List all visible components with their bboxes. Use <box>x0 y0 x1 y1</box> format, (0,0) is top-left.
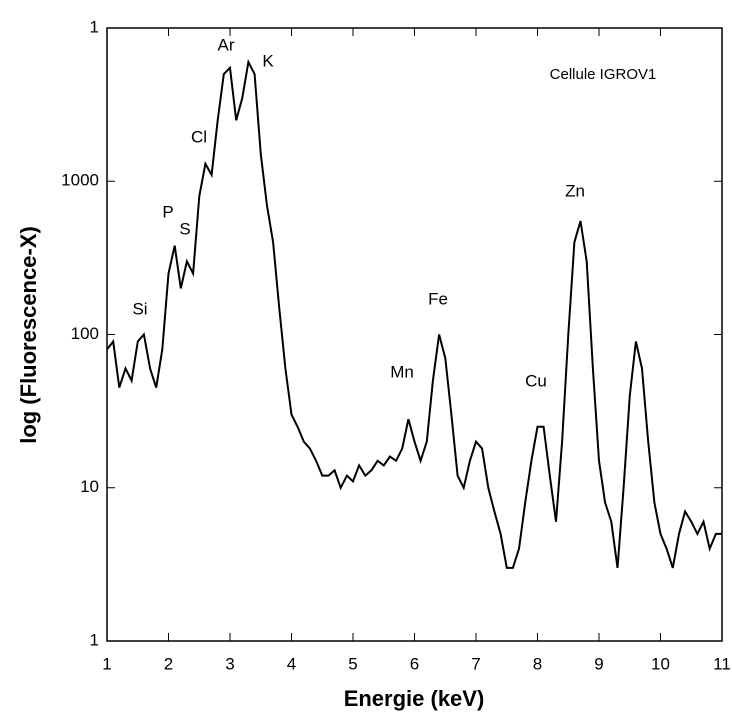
chart-note: Cellule IGROV1 <box>550 66 657 83</box>
y-axis-label: log (Fluorescence-X) <box>16 226 41 444</box>
spectrum-line <box>106 58 722 569</box>
plot-frame <box>106 27 723 642</box>
x-tick-label: 6 <box>410 654 419 673</box>
y-tick-label: 10 <box>80 477 99 496</box>
x-tick-label: 11 <box>713 654 731 673</box>
x-tick-label: 3 <box>225 654 234 673</box>
x-tick-label: 2 <box>164 654 173 673</box>
x-tick-label: 1 <box>102 654 111 673</box>
peak-label: Si <box>132 299 147 318</box>
peak-label: K <box>262 51 274 70</box>
peak-label: Cl <box>191 127 207 146</box>
peak-label: S <box>179 219 190 238</box>
x-tick-label: 4 <box>287 654 296 673</box>
x-tick-label: 5 <box>348 654 357 673</box>
x-tick-label: 10 <box>651 654 670 673</box>
x-tick-label: 8 <box>533 654 542 673</box>
y-tick-label: 100 <box>71 324 99 343</box>
peak-label: Cu <box>525 371 547 390</box>
peak-label: Ar <box>218 35 235 54</box>
y-tick-label: 1 <box>90 17 99 36</box>
x-tick-label: 9 <box>594 654 603 673</box>
peak-label: Mn <box>390 362 414 381</box>
x-axis-label: Energie (keV) <box>344 686 485 711</box>
x-tick-label: 7 <box>471 654 480 673</box>
peak-label: Fe <box>428 289 448 308</box>
y-tick-label: 1 <box>90 630 99 649</box>
peak-label: P <box>162 202 173 221</box>
peak-label: Zn <box>565 181 585 200</box>
y-tick-label: 1000 <box>61 171 99 190</box>
